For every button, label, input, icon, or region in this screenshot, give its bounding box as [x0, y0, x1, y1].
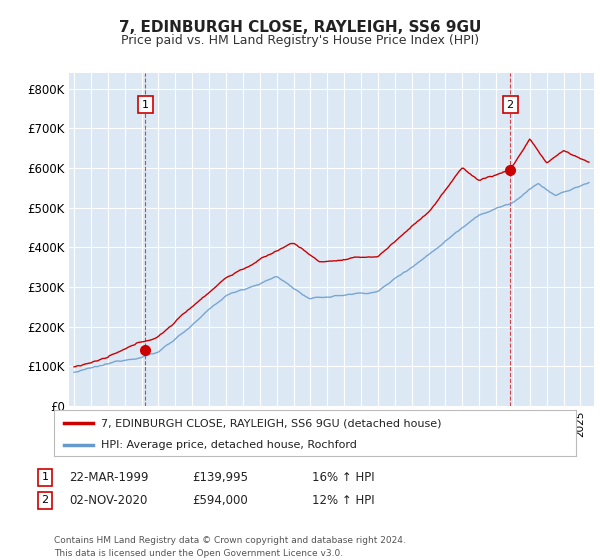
Text: HPI: Average price, detached house, Rochford: HPI: Average price, detached house, Roch…: [101, 440, 357, 450]
Text: £594,000: £594,000: [192, 493, 248, 507]
Text: £139,995: £139,995: [192, 470, 248, 484]
Text: 2: 2: [41, 495, 49, 505]
Text: 22-MAR-1999: 22-MAR-1999: [69, 470, 149, 484]
Text: 2: 2: [506, 100, 514, 110]
Text: 1: 1: [142, 100, 149, 110]
Text: 7, EDINBURGH CLOSE, RAYLEIGH, SS6 9GU (detached house): 7, EDINBURGH CLOSE, RAYLEIGH, SS6 9GU (d…: [101, 418, 442, 428]
Text: 02-NOV-2020: 02-NOV-2020: [69, 493, 148, 507]
Text: Contains HM Land Registry data © Crown copyright and database right 2024.
This d: Contains HM Land Registry data © Crown c…: [54, 536, 406, 558]
Text: 1: 1: [41, 472, 49, 482]
Text: 12% ↑ HPI: 12% ↑ HPI: [312, 493, 374, 507]
Text: 16% ↑ HPI: 16% ↑ HPI: [312, 470, 374, 484]
Text: Price paid vs. HM Land Registry's House Price Index (HPI): Price paid vs. HM Land Registry's House …: [121, 34, 479, 46]
Text: 7, EDINBURGH CLOSE, RAYLEIGH, SS6 9GU: 7, EDINBURGH CLOSE, RAYLEIGH, SS6 9GU: [119, 20, 481, 35]
